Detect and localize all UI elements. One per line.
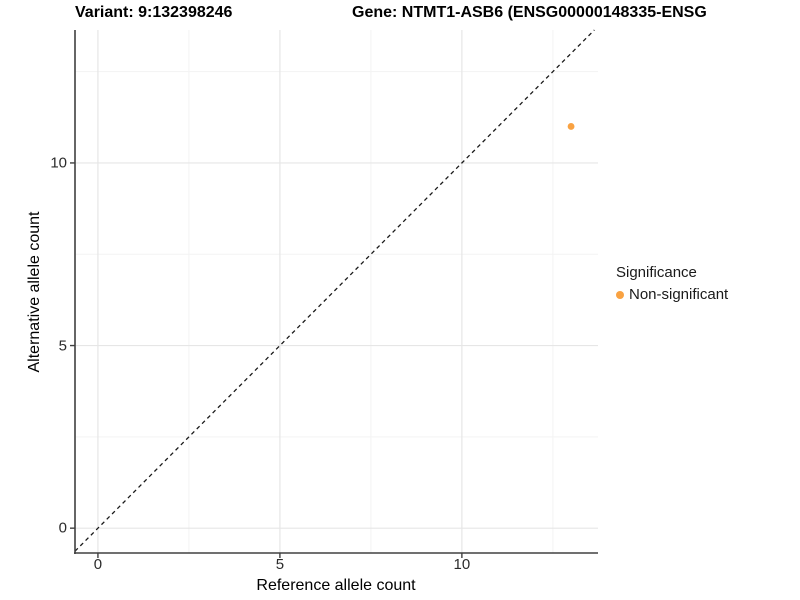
plot-title-gene: Gene: NTMT1-ASB6 (ENSG00000148335-ENSG [352, 4, 707, 21]
legend: Significance Non-significant [616, 264, 728, 303]
legend-title: Significance [616, 264, 697, 281]
plot-title-variant: Variant: 9:132398246 [75, 4, 233, 21]
legend-point-icon [616, 290, 624, 299]
identity-line [74, 29, 595, 552]
x-axis-title: Reference allele count [256, 577, 416, 594]
x-tick-label: 0 [93, 556, 103, 573]
y-tick-label: 0 [58, 519, 67, 537]
x-tick-label: 5 [275, 556, 285, 573]
legend-entry: Non-significant [616, 286, 728, 303]
x-tick-label: 10 [453, 556, 471, 573]
y-axis-title: Alternative allele count [26, 211, 43, 373]
y-tick-label: 10 [50, 154, 67, 172]
legend-entry-label: Non-significant [629, 286, 729, 303]
y-tick-label: 5 [58, 337, 67, 355]
data-point [567, 123, 575, 130]
